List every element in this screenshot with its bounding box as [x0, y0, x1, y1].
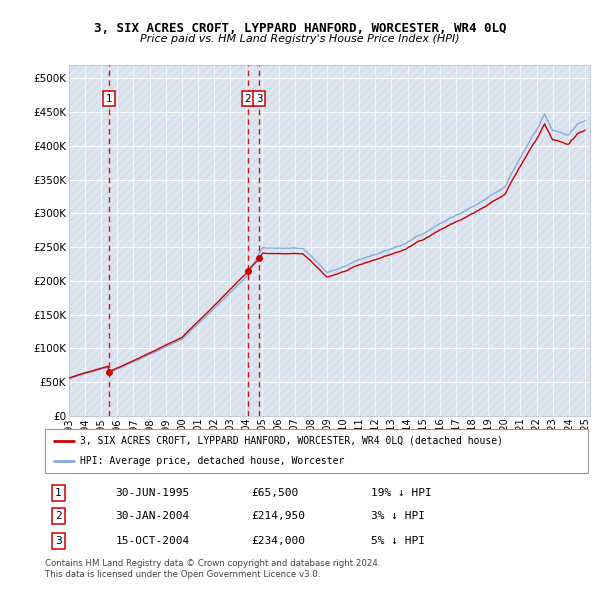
Text: 3: 3 [256, 94, 262, 104]
Text: 15-OCT-2004: 15-OCT-2004 [116, 536, 190, 546]
Text: 19% ↓ HPI: 19% ↓ HPI [371, 489, 431, 498]
Text: HPI: Average price, detached house, Worcester: HPI: Average price, detached house, Worc… [80, 456, 344, 466]
Text: 2: 2 [244, 94, 251, 104]
Text: £234,000: £234,000 [251, 536, 305, 546]
Text: 5% ↓ HPI: 5% ↓ HPI [371, 536, 425, 546]
Text: Price paid vs. HM Land Registry's House Price Index (HPI): Price paid vs. HM Land Registry's House … [140, 34, 460, 44]
Text: 3, SIX ACRES CROFT, LYPPARD HANFORD, WORCESTER, WR4 0LQ: 3, SIX ACRES CROFT, LYPPARD HANFORD, WOR… [94, 22, 506, 35]
Text: 2: 2 [55, 512, 62, 521]
Text: 1: 1 [106, 94, 113, 104]
Text: 30-JUN-1995: 30-JUN-1995 [116, 489, 190, 498]
Text: 1: 1 [55, 489, 62, 498]
Text: 3% ↓ HPI: 3% ↓ HPI [371, 512, 425, 521]
Text: Contains HM Land Registry data © Crown copyright and database right 2024.
This d: Contains HM Land Registry data © Crown c… [45, 559, 380, 579]
Text: £65,500: £65,500 [251, 489, 299, 498]
FancyBboxPatch shape [45, 429, 588, 473]
Text: 3, SIX ACRES CROFT, LYPPARD HANFORD, WORCESTER, WR4 0LQ (detached house): 3, SIX ACRES CROFT, LYPPARD HANFORD, WOR… [80, 436, 503, 446]
Text: 30-JAN-2004: 30-JAN-2004 [116, 512, 190, 521]
Text: £214,950: £214,950 [251, 512, 305, 521]
Text: 3: 3 [55, 536, 62, 546]
